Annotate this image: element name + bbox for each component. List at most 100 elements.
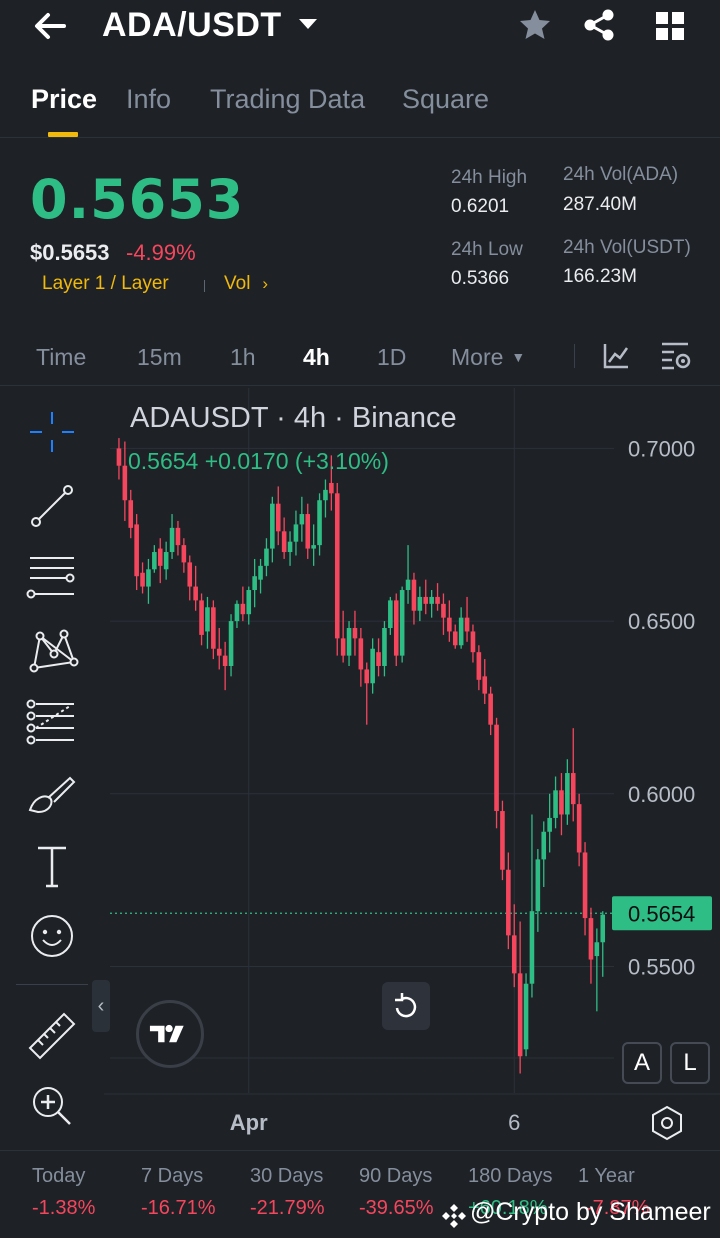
candle-body bbox=[287, 541, 293, 553]
interval-4h[interactable]: 4h bbox=[303, 344, 330, 370]
pattern-icon[interactable] bbox=[24, 622, 80, 678]
candle-body bbox=[299, 514, 305, 525]
active-tab-indicator bbox=[48, 132, 78, 137]
back-arrow-icon[interactable] bbox=[30, 8, 70, 44]
candle-body bbox=[181, 545, 187, 563]
perf-label-30d: 30 Days bbox=[250, 1165, 324, 1187]
fib-retracement-icon[interactable] bbox=[24, 694, 80, 750]
chart-gear-icon[interactable] bbox=[648, 1104, 686, 1142]
candle-body bbox=[329, 482, 334, 494]
vol-ada-label: 24h Vol(ADA) bbox=[563, 164, 679, 185]
chevron-down-icon[interactable] bbox=[296, 12, 320, 36]
candle-body bbox=[352, 628, 358, 639]
top-bar: ADA/USDT bbox=[0, 0, 720, 56]
candle-body bbox=[258, 565, 263, 580]
interval-1d[interactable]: 1D bbox=[377, 344, 407, 370]
ohlc-legend: 0.5654 +0.0170 (+3.10%) bbox=[128, 448, 389, 474]
tradingview-logo-icon bbox=[149, 1024, 184, 1043]
text-tool-icon[interactable] bbox=[24, 838, 80, 894]
interval-more[interactable]: More ▼ bbox=[451, 344, 525, 371]
candle-body bbox=[317, 500, 322, 546]
category-tag[interactable]: Layer 1 / Layer bbox=[42, 273, 169, 294]
candle-body bbox=[152, 552, 157, 570]
grid-menu-icon[interactable] bbox=[654, 10, 686, 42]
perf-label-7d: 7 Days bbox=[141, 1165, 204, 1187]
candle-body bbox=[270, 503, 275, 549]
interval-time[interactable]: Time bbox=[36, 344, 87, 370]
tab-square[interactable]: Square bbox=[402, 84, 490, 114]
price-change: -4.99% bbox=[126, 240, 196, 265]
candle-body bbox=[169, 527, 175, 553]
chart-settings-icon[interactable] bbox=[660, 340, 692, 372]
binance-logo-icon bbox=[442, 1204, 466, 1228]
chevron-right-icon: › bbox=[262, 274, 269, 293]
perf-value-30d: -21.79% bbox=[250, 1197, 325, 1219]
candle-body bbox=[358, 638, 364, 670]
vol-tag[interactable]: Vol › bbox=[224, 273, 268, 295]
y-tick-label: 0.7000 bbox=[628, 436, 695, 461]
candle-body bbox=[541, 831, 547, 860]
perf-label-180d: 180 Days bbox=[468, 1165, 553, 1187]
indicator-icon[interactable] bbox=[602, 342, 630, 370]
candle-body bbox=[222, 655, 228, 666]
tab-trading-data[interactable]: Trading Data bbox=[210, 84, 366, 114]
log-scale-button[interactable]: L bbox=[670, 1042, 710, 1084]
perf-label-90d: 90 Days bbox=[359, 1165, 433, 1187]
tab-price[interactable]: Price bbox=[31, 84, 98, 114]
candle-body bbox=[452, 631, 458, 646]
candle-body bbox=[506, 869, 511, 936]
drawing-toolbar bbox=[0, 388, 104, 1150]
candle-body bbox=[435, 596, 440, 604]
y-tick-label: 0.6500 bbox=[628, 609, 695, 634]
candle-body bbox=[157, 548, 163, 566]
collapse-toolbar-button[interactable]: ‹ bbox=[92, 980, 110, 1032]
chart-title: ADAUSDT · 4h · Binance bbox=[130, 402, 457, 434]
emoji-icon[interactable] bbox=[24, 908, 80, 964]
pair-title[interactable]: ADA/USDT bbox=[102, 6, 282, 44]
crosshair-icon[interactable] bbox=[24, 404, 80, 460]
vol-usdt-value: 166.23M bbox=[563, 266, 637, 287]
ruler-icon[interactable] bbox=[24, 1006, 80, 1062]
candle-body bbox=[216, 648, 222, 656]
candle-body bbox=[211, 607, 216, 649]
candle-body bbox=[281, 531, 287, 553]
candle-body bbox=[523, 983, 529, 1050]
candle-body bbox=[547, 817, 552, 832]
perf-value-180d: +60.18% bbox=[468, 1197, 548, 1219]
x-tick-label: 6 bbox=[508, 1110, 520, 1135]
vol-tag-label: Vol bbox=[224, 273, 251, 294]
interval-15m[interactable]: 15m bbox=[137, 344, 182, 370]
candle-body bbox=[565, 773, 570, 815]
trend-line-icon[interactable] bbox=[24, 478, 80, 534]
candle-body bbox=[441, 603, 446, 618]
interval-1h[interactable]: 1h bbox=[230, 344, 256, 370]
x-tick-label: Apr bbox=[230, 1110, 268, 1135]
star-icon[interactable] bbox=[518, 8, 552, 42]
share-icon[interactable] bbox=[582, 8, 616, 42]
candle-body bbox=[517, 973, 523, 1057]
candle-body bbox=[476, 652, 482, 680]
candle-body bbox=[559, 790, 564, 815]
auto-scale-button[interactable]: A bbox=[622, 1042, 662, 1084]
caret-down-icon: ▼ bbox=[511, 349, 526, 365]
candle-body bbox=[399, 590, 405, 656]
perf-value-7d: -16.71% bbox=[141, 1197, 216, 1219]
zoom-in-icon[interactable] bbox=[24, 1078, 80, 1134]
candle-body bbox=[429, 596, 434, 604]
candlestick-chart[interactable]: 0.7000 0.6500 0.6000 0.5500 Apr 6 0.5654 bbox=[0, 388, 720, 1150]
tab-info[interactable]: Info bbox=[126, 84, 172, 114]
candle-body bbox=[346, 628, 352, 656]
candle-body bbox=[529, 911, 535, 984]
refresh-icon bbox=[395, 993, 417, 1018]
reset-chart-button[interactable] bbox=[382, 982, 430, 1030]
candle-body bbox=[122, 465, 128, 501]
watermark-text: @Crypto by Shameer bbox=[470, 1198, 711, 1226]
candle-body bbox=[582, 852, 588, 919]
candle-body bbox=[470, 631, 476, 653]
candle-body bbox=[388, 600, 393, 629]
brush-icon[interactable] bbox=[24, 768, 80, 824]
candle-body bbox=[199, 600, 204, 635]
horizontal-lines-icon[interactable] bbox=[24, 550, 80, 606]
interval-divider bbox=[574, 344, 575, 368]
last-price-badge bbox=[612, 896, 712, 931]
